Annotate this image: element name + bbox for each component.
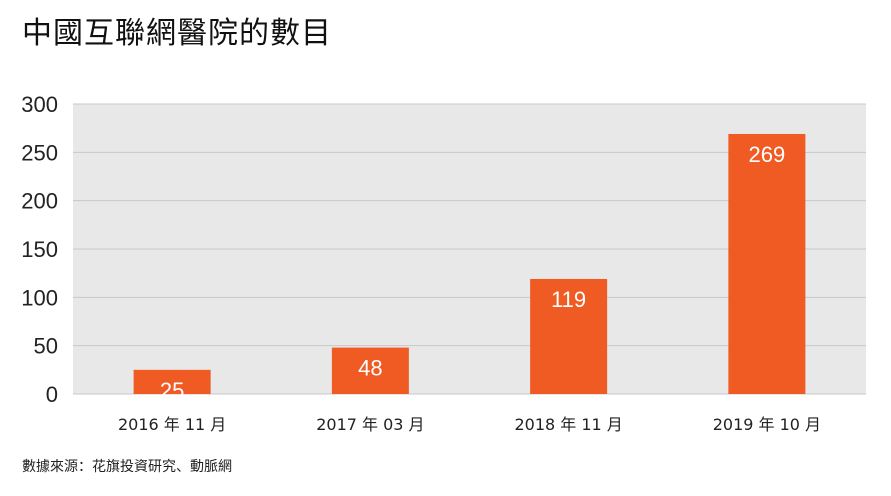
data-label: 119: [551, 287, 586, 312]
y-tick-label: 100: [21, 285, 58, 310]
y-tick-label: 250: [21, 140, 58, 165]
y-tick-label: 0: [46, 382, 58, 407]
bar: [530, 278, 608, 394]
x-tick-label: 2019 年 10 月: [713, 415, 821, 434]
y-tick-label: 300: [21, 92, 58, 117]
y-tick-label: 150: [21, 237, 58, 262]
data-label: 25: [160, 378, 184, 403]
x-tick-label: 2017 年 03 月: [316, 415, 424, 434]
data-label: 269: [749, 142, 786, 167]
chart-title: 中國互聯網醫院的數目: [22, 16, 332, 51]
y-tick-label: 200: [21, 189, 58, 214]
bar: [331, 347, 409, 394]
source-note: 數據來源：花旗投資研究、動脈網: [22, 459, 232, 475]
bar: [133, 369, 211, 394]
y-tick-label: 50: [34, 334, 58, 359]
x-tick-label: 2016 年 11 月: [118, 415, 226, 434]
bar: [728, 133, 806, 394]
bar-chart: 0 50 100 150 200 250 300 25 2016 年 11 月 48 2017 年 …: [21, 92, 866, 434]
x-tick-label: 2018 年 11 月: [514, 415, 622, 434]
data-label: 48: [358, 356, 382, 381]
